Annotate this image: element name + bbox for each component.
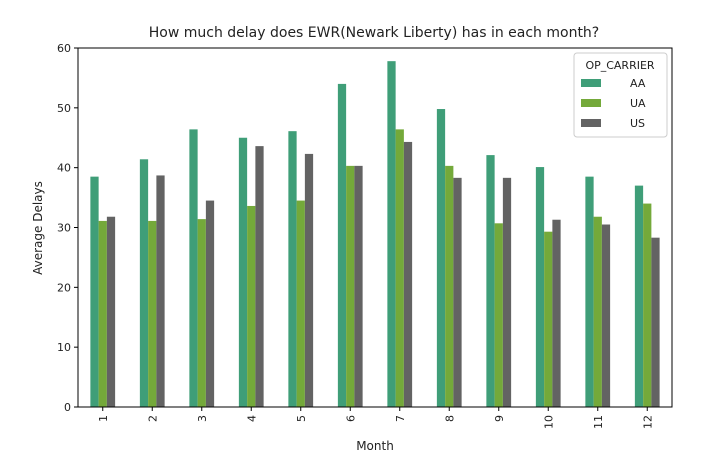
bar-AA-2 — [139, 159, 149, 407]
y-tick-label: 20 — [57, 281, 71, 294]
bar-AA-9 — [486, 155, 495, 407]
bar-US-10 — [552, 219, 561, 407]
bar-US-6 — [354, 165, 363, 407]
x-axis: 1 2 3 4 5 6 7 8 9 10 11 12 — [97, 407, 654, 429]
plot-area — [90, 61, 660, 408]
bar-US-3 — [205, 200, 215, 407]
x-axis-label: Month — [356, 439, 394, 453]
bar-AA-12 — [634, 185, 644, 407]
bar-US-8 — [453, 177, 462, 407]
bar-AA-1 — [90, 176, 99, 407]
y-axis-label: Average Delays — [31, 181, 45, 275]
legend-label-UA: UA — [630, 97, 646, 110]
legend-swatch-UA — [581, 99, 601, 107]
legend-swatch-AA — [581, 79, 601, 87]
bar-US-2 — [156, 175, 165, 407]
x-tick-label: 11 — [592, 415, 605, 429]
bar-UA-4 — [247, 205, 256, 407]
y-tick-label: 50 — [57, 102, 71, 115]
bar-US-1 — [106, 216, 116, 407]
bar-US-7 — [403, 141, 413, 407]
bar-AA-11 — [585, 176, 594, 407]
bar-UA-1 — [98, 220, 107, 407]
bar-US-12 — [651, 237, 660, 407]
bar-UA-12 — [643, 203, 652, 407]
x-tick-label: 8 — [443, 415, 456, 422]
y-tick-label: 30 — [57, 222, 71, 235]
bar-UA-5 — [296, 200, 305, 407]
chart-title: How much delay does EWR(Newark Liberty) … — [149, 25, 599, 41]
x-tick-label: 1 — [97, 415, 110, 422]
x-tick-label: 6 — [344, 415, 357, 422]
legend-title: OP_CARRIER — [585, 59, 654, 72]
x-tick-label: 7 — [394, 415, 407, 422]
bar-UA-8 — [445, 165, 454, 407]
bar-UA-3 — [197, 219, 206, 407]
x-tick-label: 5 — [295, 415, 308, 422]
legend-label-US: US — [630, 117, 645, 130]
bar-AA-4 — [238, 137, 248, 407]
x-tick-label: 3 — [196, 415, 209, 422]
bar-US-5 — [304, 153, 314, 407]
legend-label-AA: AA — [630, 77, 646, 90]
bar-US-11 — [601, 224, 611, 407]
y-tick-label: 0 — [64, 401, 71, 414]
x-tick-label: 12 — [641, 415, 654, 429]
bar-US-9 — [502, 177, 512, 407]
bar-AA-7 — [387, 61, 396, 408]
bar-UA-6 — [346, 165, 355, 407]
bar-UA-2 — [148, 220, 157, 407]
x-tick-label: 2 — [146, 415, 159, 422]
x-tick-label: 10 — [542, 415, 555, 429]
bar-AA-5 — [288, 131, 297, 407]
bar-US-4 — [255, 146, 264, 408]
bar-UA-11 — [593, 216, 602, 407]
bar-UA-10 — [544, 231, 553, 407]
legend: OP_CARRIER AA UA US — [573, 52, 668, 138]
y-tick-label: 10 — [57, 341, 71, 354]
bar-AA-8 — [436, 109, 446, 407]
bar-AA-6 — [337, 83, 347, 408]
bar-UA-7 — [395, 129, 404, 407]
y-tick-label: 60 — [57, 42, 71, 55]
bar-UA-9 — [494, 223, 503, 407]
legend-items: AA UA US — [581, 77, 646, 130]
y-axis: 0 10 20 30 40 50 60 — [57, 42, 78, 414]
bar-AA-3 — [189, 129, 198, 407]
x-tick-label: 4 — [245, 415, 258, 422]
legend-box — [573, 52, 668, 138]
bar-AA-10 — [535, 167, 545, 407]
y-tick-label: 40 — [57, 162, 71, 175]
x-tick-label: 9 — [493, 415, 506, 422]
legend-swatch-US — [581, 119, 601, 127]
